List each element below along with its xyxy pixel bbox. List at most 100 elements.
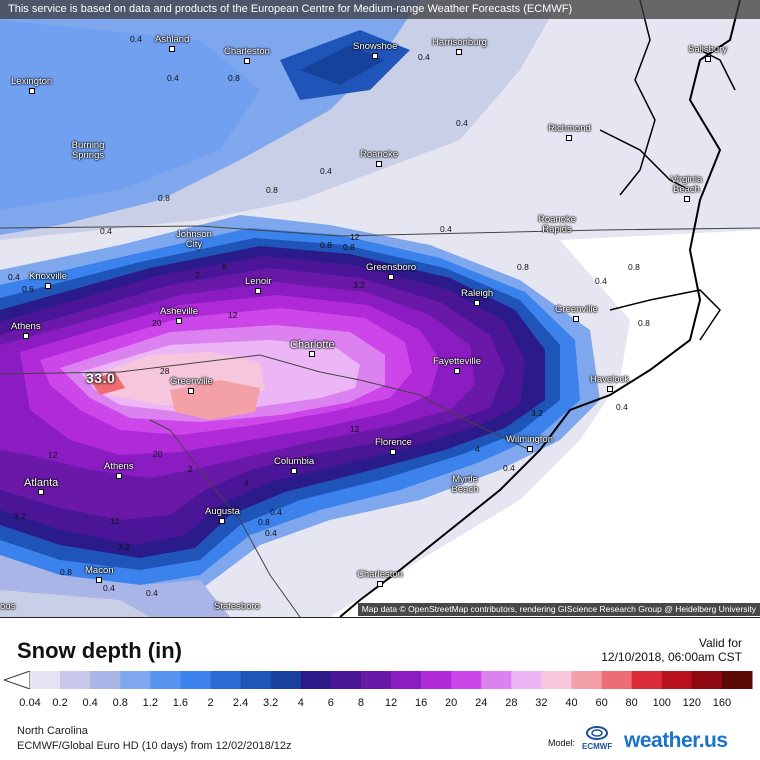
colorbar-swatch (360, 671, 392, 689)
colorbar-swatch (300, 671, 332, 689)
contour-label: 0.4 (8, 272, 20, 282)
contour-label: 12 (350, 424, 360, 434)
colorbar-swatch (30, 671, 61, 689)
contour-label: 3.2 (14, 511, 26, 521)
contour-label: 12 (228, 310, 238, 320)
city-snowshoe: Snowshoe (353, 42, 397, 59)
city-knoxville: Knoxville (29, 272, 67, 289)
contour-label: 0.4 (167, 73, 179, 83)
city-havelock: Havelock (590, 375, 629, 392)
region-label: North Carolina (17, 725, 88, 737)
contour-label: 0.4 (595, 276, 607, 286)
city-augusta: Augusta (205, 507, 240, 524)
map-layers (0, 0, 760, 617)
contour-label: 3.2 (118, 542, 130, 552)
colorbar-tick-label: 12 (384, 697, 398, 709)
model-run-label: ECMWF/Global Euro HD (10 days) from 12/0… (17, 740, 292, 752)
colorbar-swatch (240, 671, 272, 689)
city-wilmington: Wilmington (506, 435, 553, 452)
contour-label: 0.6 (22, 284, 34, 294)
valid-label: Valid for (698, 636, 742, 650)
colorbar-tick-label: 2.4 (232, 697, 249, 709)
colorbar-swatch (631, 671, 663, 689)
colorbar-swatch (330, 671, 362, 689)
ecmwf-globe-icon (586, 726, 609, 740)
colorbar-swatch (180, 671, 211, 689)
city-raleigh: Raleigh (461, 289, 493, 306)
city-salisbury: Salisbury (688, 45, 727, 62)
colorbar-swatch (511, 671, 542, 689)
colorbar-underflow-arrow (4, 671, 31, 689)
city-athens-tn: Athens (11, 322, 41, 339)
contour-label: 0.8 (228, 73, 240, 83)
valid-time: Valid for 12/10/2018, 06:00am CST (601, 636, 742, 664)
colorbar-tick-label: 20 (445, 697, 458, 709)
colorbar-swatch (571, 671, 603, 689)
city-partial: ous (0, 601, 16, 612)
contour-label: 3.2 (353, 280, 365, 290)
colorbar-tick-label: 100 (652, 697, 671, 709)
city-roanoke: Roanoke (360, 150, 398, 167)
city-charleston-wv: Charleston (224, 47, 270, 64)
colorbar-swatch (210, 671, 242, 689)
colorbar-swatch (721, 671, 753, 689)
city-greensboro: Greensboro (366, 263, 416, 280)
city-johnson-city: Johnson City (176, 229, 212, 250)
colorbar-tick-label: 80 (625, 697, 638, 709)
contour-label: 12 (48, 450, 58, 460)
ecmwf-disclaimer: This service is based on data and produc… (0, 0, 760, 19)
contour-label: 0.8 (258, 517, 270, 527)
contour-label: 2 (188, 464, 193, 474)
contour-label: 0.8 (266, 185, 278, 195)
contour-label: 0.4 (270, 507, 282, 517)
valid-datetime: 12/10/2018, 06:00am CST (601, 650, 742, 664)
colorbar-swatch (60, 671, 91, 689)
colorbar-swatch (150, 671, 181, 689)
contour-label: 3.2 (531, 408, 543, 418)
city-florence: Florence (375, 438, 412, 455)
contour-label: 20 (152, 318, 162, 328)
colorbar-tick-label: 0.8 (112, 697, 128, 709)
colorbar-swatch (661, 671, 693, 689)
contour-label: 8 (222, 262, 227, 272)
weather-us-logo[interactable]: weather.us (624, 729, 728, 752)
colorbar-tick-label: 16 (414, 697, 428, 709)
colorbar-swatch (421, 671, 452, 689)
contour-label: 4 (244, 478, 249, 488)
colorbar-tick-label: 120 (682, 697, 702, 709)
colorbar-tick-label: 6 (327, 697, 334, 709)
contour-label: 2 (195, 270, 200, 280)
city-burning-springs: Burning Springs (71, 140, 105, 161)
contour-label: 12 (110, 516, 120, 526)
contour-label: 12 (350, 232, 360, 242)
contour-label: 0.8 (60, 567, 72, 577)
color-scale-bar (4, 671, 753, 689)
colorbar-swatch (90, 671, 121, 689)
city-virginia-beach: Virginia Beach (664, 175, 709, 202)
colorbar-swatch (541, 671, 572, 689)
contour-label: 0.4 (456, 118, 468, 128)
map-attribution[interactable]: Map data © OpenStreetMap contributors, r… (357, 603, 760, 616)
colorbar-tick-label: 0.2 (52, 697, 68, 709)
city-myrtle-beach: Myrtle Beach (451, 474, 479, 495)
contour-label: 0.8 (158, 193, 170, 203)
city-roanoke-rapids: Roanoke Rapids (537, 214, 577, 235)
contour-label: 0.4 (616, 402, 628, 412)
contour-label: 0.4 (130, 34, 142, 44)
ecmwf-logo: ECMWF (582, 726, 612, 751)
contour-label: 28 (160, 366, 170, 376)
legend-title: Snow depth (in) (17, 638, 182, 663)
contour-label: 0.4 (100, 226, 112, 236)
city-ashland: Ashland (155, 35, 189, 52)
contour-label: 0.4 (418, 52, 430, 62)
snow-depth-map[interactable]: This service is based on data and produc… (0, 0, 760, 618)
colorbar-tick-label: 0.04 (19, 697, 41, 709)
colorbar-tick-label: 4 (297, 697, 304, 709)
colorbar-tick-label: 28 (505, 697, 518, 709)
colorbar-swatch (270, 671, 302, 689)
colorbar-tick-label: 1.6 (172, 697, 189, 709)
city-statesboro: Statesboro (214, 601, 260, 612)
city-lexington: Lexington (11, 77, 52, 94)
colorbar-swatch (691, 671, 723, 689)
contour-label: 0.8 (343, 242, 355, 252)
